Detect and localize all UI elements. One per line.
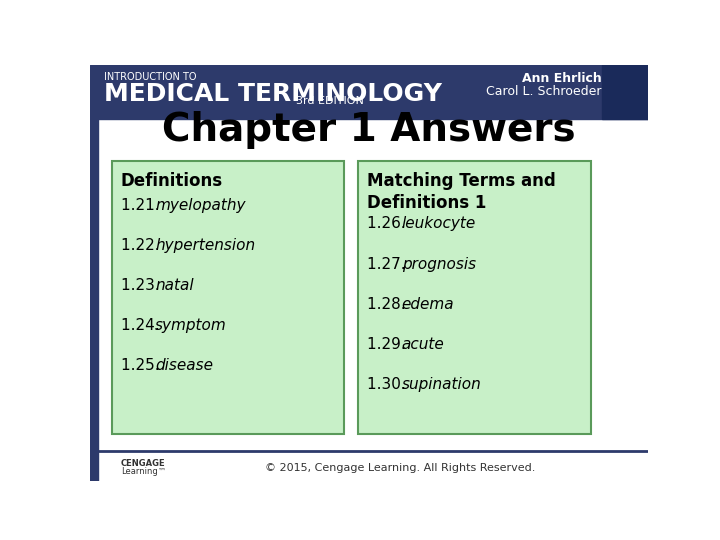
Text: © 2015, Cengage Learning. All Rights Reserved.: © 2015, Cengage Learning. All Rights Res…: [265, 463, 535, 473]
Text: natal: natal: [155, 278, 194, 293]
Text: Matching Terms and
Definitions 1: Matching Terms and Definitions 1: [367, 172, 557, 212]
Text: Carol L. Schroeder: Carol L. Schroeder: [486, 85, 601, 98]
FancyBboxPatch shape: [112, 161, 344, 434]
Text: 1.26.: 1.26.: [367, 217, 411, 232]
Text: disease: disease: [155, 358, 213, 373]
Text: 1.21.: 1.21.: [121, 198, 164, 213]
Text: hypertension: hypertension: [155, 238, 255, 253]
Text: supination: supination: [402, 377, 481, 392]
Text: Learning™: Learning™: [121, 467, 166, 476]
Text: myelopathy: myelopathy: [155, 198, 246, 213]
Text: 3rd EDITION: 3rd EDITION: [296, 96, 364, 106]
Text: prognosis: prognosis: [402, 256, 476, 272]
Text: INTRODUCTION TO: INTRODUCTION TO: [104, 72, 197, 83]
Text: 1.22.: 1.22.: [121, 238, 164, 253]
Text: CENGAGE: CENGAGE: [121, 459, 166, 468]
Text: 1.29.: 1.29.: [367, 336, 411, 352]
Text: 1.30.: 1.30.: [367, 377, 411, 392]
Text: 1.27.: 1.27.: [367, 256, 411, 272]
FancyBboxPatch shape: [358, 161, 590, 434]
Text: Definitions: Definitions: [121, 172, 223, 190]
Text: edema: edema: [402, 296, 454, 312]
Text: 1.23.: 1.23.: [121, 278, 165, 293]
Text: acute: acute: [402, 336, 444, 352]
Text: MEDICAL TERMINOLOGY: MEDICAL TERMINOLOGY: [104, 82, 442, 106]
Bar: [90, 119, 98, 481]
Text: leukocyte: leukocyte: [402, 217, 476, 232]
Bar: [90, 65, 648, 119]
Text: Ann Ehrlich: Ann Ehrlich: [522, 72, 601, 85]
Bar: [601, 65, 648, 119]
Text: Chapter 1 Answers: Chapter 1 Answers: [162, 111, 576, 149]
Text: symptom: symptom: [155, 318, 227, 333]
Text: 1.28.: 1.28.: [367, 296, 411, 312]
Text: 1.24.: 1.24.: [121, 318, 164, 333]
Text: 1.25.: 1.25.: [121, 358, 164, 373]
